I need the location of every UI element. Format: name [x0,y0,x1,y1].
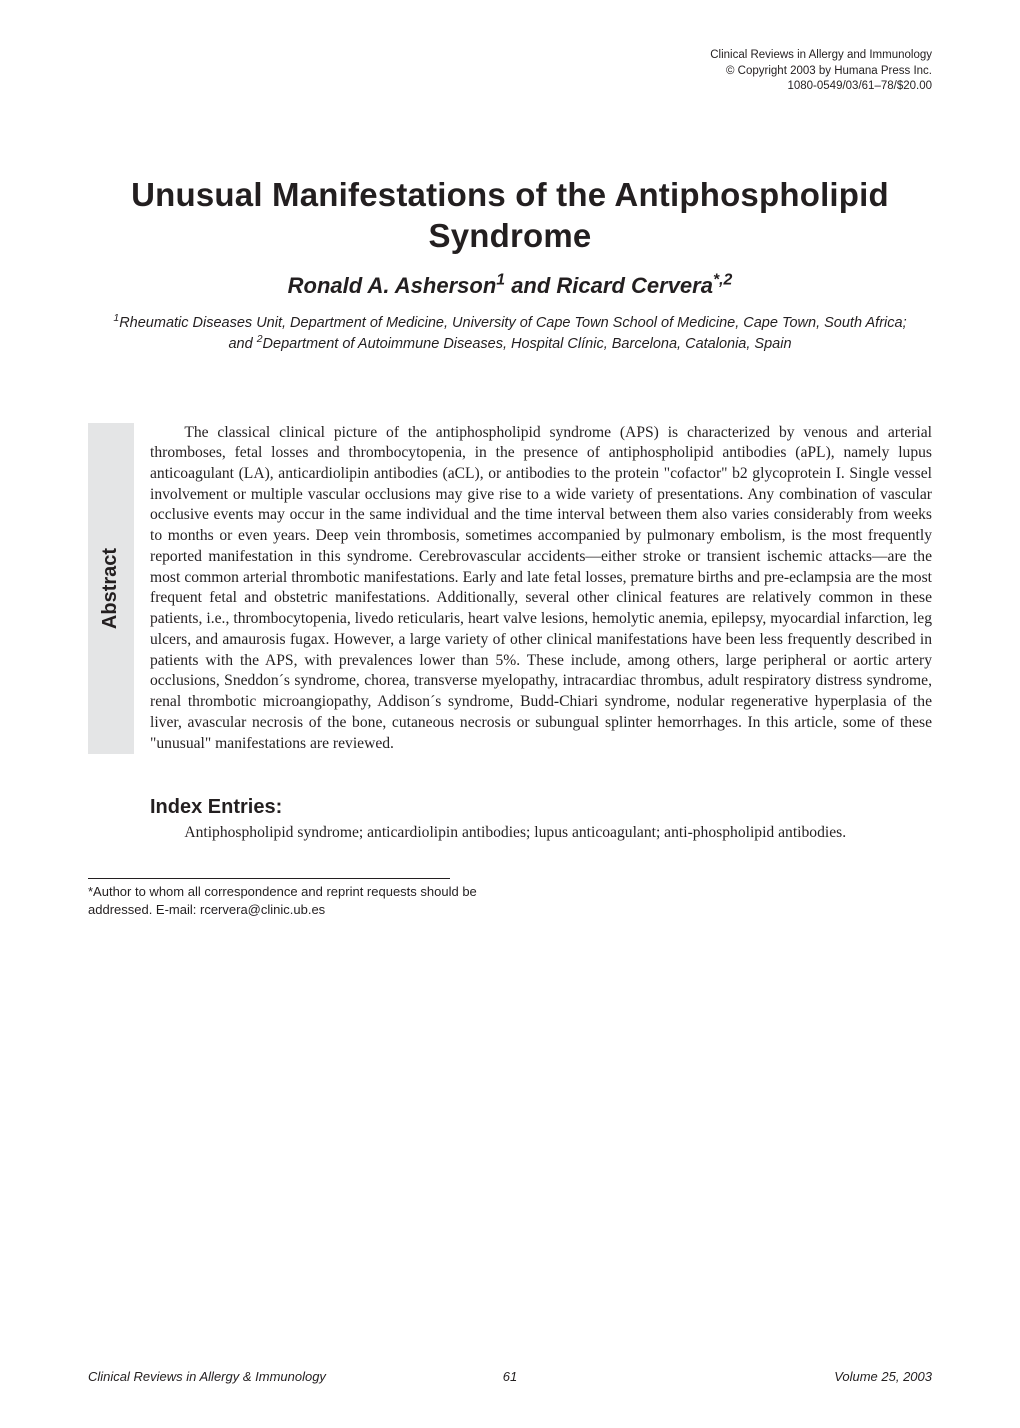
journal-meta-block: Clinical Reviews in Allergy and Immunolo… [710,48,932,95]
footnote-rule [88,878,450,879]
page-number: 61 [503,1369,517,1384]
author-conjunction: and [505,273,556,298]
running-footer-left: Clinical Reviews in Allergy & Immunology [88,1369,326,1384]
index-entries-heading: Index Entries: [150,796,932,819]
affiliations-block: 1Rheumatic Diseases Unit, Department of … [110,313,910,355]
index-entries-body: Antiphospholipid syndrome; anticardiolip… [150,823,932,844]
journal-title-line: Clinical Reviews in Allergy and Immunolo… [710,48,932,64]
article-title-line1: Unusual Manifestations of the Antiphosph… [131,176,889,213]
corresponding-author-footnote: *Author to whom all correspondence and r… [88,883,478,918]
article-title: Unusual Manifestations of the Antiphosph… [88,174,932,257]
author-2-affil-sup: *,2 [713,271,732,288]
abstract-tab: Abstract [88,423,134,755]
authors-line: Ronald A. Asherson1 and Ricard Cervera*,… [88,273,932,299]
index-entries-section: Index Entries: Antiphospholipid syndrome… [88,796,932,844]
page-root: Clinical Reviews in Allergy and Immunolo… [0,0,1020,1428]
running-footer: Clinical Reviews in Allergy & Immunology… [88,1369,932,1384]
copyright-line: © Copyright 2003 by Humana Press Inc. [710,64,932,80]
article-title-line2: Syndrome [429,217,592,254]
abstract-section: Abstract The classical clinical picture … [88,423,932,755]
author-1-name: Ronald A. Asherson [288,273,497,298]
running-footer-right: Volume 25, 2003 [834,1369,932,1384]
affil-text-2: Department of Autoimmune Diseases, Hospi… [263,336,792,352]
abstract-label: Abstract [100,548,123,629]
abstract-body: The classical clinical picture of the an… [134,423,932,755]
issn-line: 1080-0549/03/61–78/$20.00 [710,79,932,95]
author-2-name: Ricard Cervera [556,273,713,298]
author-1-affil-sup: 1 [496,271,505,288]
